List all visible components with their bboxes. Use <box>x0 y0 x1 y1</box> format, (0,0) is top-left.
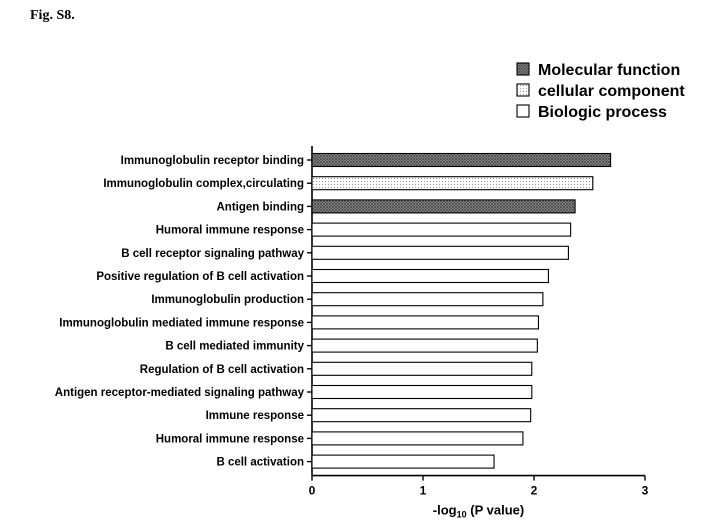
legend-label: Biologic process <box>538 104 667 121</box>
legend-label: Molecular function <box>538 62 680 79</box>
bar-immunoglobulin-receptor-binding <box>311 152 612 168</box>
category-label: B cell mediated immunity <box>165 341 304 353</box>
legend-label: cellular component <box>538 83 685 100</box>
category-label: Humoral immune response <box>156 433 304 445</box>
bars <box>311 152 612 469</box>
bar-immunoglobulin-complex-circulating <box>311 176 594 191</box>
axes <box>307 146 645 477</box>
bar-b-cell-activation <box>311 454 495 469</box>
category-labels: Immunoglobulin receptor binding Immunoglo… <box>55 155 305 469</box>
category-label: Immune response <box>206 410 304 422</box>
bar-b-cell-mediated-immunity <box>311 338 538 353</box>
x-tick-label: 3 <box>642 484 649 498</box>
category-label: Positive regulation of B cell activation <box>96 271 304 283</box>
category-label: Immunoglobulin complex,circulating <box>103 178 304 190</box>
x-axis-title: -log10 (P value) <box>433 503 524 520</box>
bar-positive-regulation-of-b-cell-activation <box>311 268 549 284</box>
bar-b-cell-receptor-signaling-pathway <box>311 245 569 260</box>
bar-immunoglobulin-mediated-immune-response <box>311 315 539 330</box>
bar-antigen-binding <box>311 199 576 214</box>
category-label: Antigen receptor-mediated signaling path… <box>55 387 305 399</box>
category-label: Immunoglobulin production <box>151 294 304 306</box>
x-tick-label: 1 <box>420 484 427 498</box>
category-label: Regulation of B cell activation <box>140 364 304 376</box>
bar-humoral-immune-response <box>311 431 524 446</box>
bar-humoral-immune-response <box>311 222 572 237</box>
category-label: Immunoglobulin receptor binding <box>121 155 304 167</box>
bar-immune-response <box>311 408 532 423</box>
x-axis-ticks: 0 1 2 3 <box>309 475 649 498</box>
bar-regulation-of-b-cell-activation <box>311 361 533 376</box>
x-tick-label: 0 <box>309 484 316 498</box>
legend-swatch-biologic-process <box>516 104 530 118</box>
x-tick-label: 2 <box>531 484 538 498</box>
figure-label: Fig. S8. <box>30 8 75 23</box>
category-label: B cell activation <box>216 457 304 469</box>
category-label: Humoral immune response <box>156 225 304 237</box>
legend-swatch-molecular-function <box>516 62 530 76</box>
legend-swatch-cellular-component <box>516 83 530 97</box>
bar-antigen-receptor-mediated-signaling-pathway <box>311 384 533 400</box>
category-label: Antigen binding <box>216 201 304 213</box>
category-label: B cell receptor signaling pathway <box>121 248 304 260</box>
category-label: Immunoglobulin mediated immune response <box>59 317 304 329</box>
bar-immunoglobulin-production <box>311 292 544 307</box>
legend: Molecular function cellular component Biol… <box>516 62 685 121</box>
